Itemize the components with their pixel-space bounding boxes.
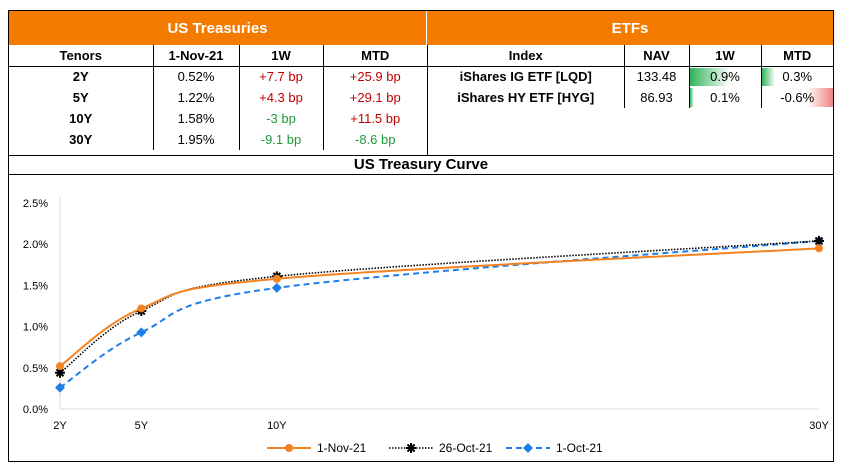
- table-row: 5Y 1.22% +4.3 bp +29.1 bp: [9, 87, 427, 108]
- etfs-header-row: Index NAV 1W MTD: [428, 45, 833, 67]
- y-tick-label: 1.0%: [23, 322, 48, 334]
- etf-nav-cell: 86.93: [624, 87, 690, 108]
- us-treasuries-header: US Treasuries: [9, 11, 427, 45]
- x-tick-label: 2Y: [53, 420, 67, 432]
- mtd-cell: +25.9 bp: [349, 69, 401, 85]
- col-etf-1w: 1W: [689, 45, 762, 67]
- table-row: iShares IG ETF [LQD] 133.48 0.9% 0.3%: [428, 66, 833, 87]
- tenor-cell: 5Y: [9, 87, 154, 108]
- y-tick-label: 0.5%: [23, 363, 48, 375]
- data-point: [815, 244, 823, 253]
- etf-1w-value: 0.1%: [710, 90, 740, 105]
- table-row: iShares HY ETF [HYG] 86.93 0.1% -0.6%: [428, 87, 833, 108]
- dashboard-panel: US Treasuries ETFs Tenors 1-Nov-21 1W MT…: [8, 10, 834, 462]
- series-line-26-oct-21: [59, 240, 820, 374]
- data-point: [56, 362, 64, 371]
- section-divider: [427, 45, 428, 155]
- col-date: 1-Nov-21: [153, 45, 240, 67]
- col-1w: 1W: [239, 45, 324, 67]
- legend-label: 1-Nov-21: [317, 441, 367, 455]
- y-tick-label: 2.0%: [23, 239, 48, 251]
- etf-1w-cell: 0.1%: [689, 87, 762, 108]
- legend-marker: [406, 443, 416, 453]
- data-point: [55, 382, 65, 393]
- x-tick-label: 5Y: [135, 420, 149, 432]
- tenor-cell: 30Y: [9, 129, 154, 150]
- col-etf-mtd: MTD: [761, 45, 833, 67]
- mtd-cell: +11.5 bp: [350, 111, 401, 126]
- etf-1w-bar: [689, 88, 694, 107]
- treasuries-table: Tenors 1-Nov-21 1W MTD 2Y 0.52% +7.7 bp …: [9, 45, 427, 150]
- x-tick-label: 10Y: [267, 420, 287, 432]
- etf-mtd-bar: [807, 88, 833, 107]
- y-tick-label: 0.0%: [23, 404, 48, 416]
- col-tenors: Tenors: [9, 45, 154, 67]
- data-point: [137, 304, 146, 313]
- w1-cell: +7.7 bp: [239, 66, 324, 87]
- col-nav: NAV: [624, 45, 690, 67]
- treasuries-header-row: Tenors 1-Nov-21 1W MTD: [9, 45, 427, 67]
- y-tick-label: 1.5%: [23, 280, 48, 292]
- legend-label: 1-Oct-21: [556, 441, 603, 455]
- etf-nav-cell: 133.48: [624, 66, 690, 87]
- mtd-cell: -8.6 bp: [355, 132, 396, 147]
- etf-mtd-value: -0.6%: [780, 90, 815, 105]
- treasury-curve-chart: 0.0% 0.5% 1.0% 1.5% 2.0% 2.5% 2Y 5Y 10Y 30Y 1-Nov-…: [23, 197, 829, 455]
- series-line-1-oct-21: [59, 239, 820, 389]
- mtd-cell: +29.1 bp: [349, 90, 401, 105]
- etf-name-cell: iShares HY ETF [HYG]: [428, 87, 625, 108]
- data-point: [55, 367, 65, 378]
- yield-cell: 1.95%: [153, 129, 240, 150]
- chart-title: US Treasury Curve: [9, 155, 833, 175]
- etf-mtd-value: 0.3%: [782, 69, 813, 85]
- table-row: 10Y 1.58% -3 bp +11.5 bp: [9, 108, 427, 129]
- legend-marker: [285, 444, 293, 452]
- etfs-table: Index NAV 1W MTD iShares IG ETF [LQD] 13…: [428, 45, 833, 108]
- col-mtd: MTD: [323, 45, 427, 67]
- w1-cell: -3 bp: [239, 108, 324, 129]
- etf-1w-value: 0.9%: [710, 69, 740, 85]
- tenor-cell: 10Y: [9, 108, 154, 129]
- etf-mtd-bar: [761, 67, 775, 86]
- tenor-cell: 2Y: [9, 66, 154, 87]
- data-point: [136, 327, 147, 338]
- series-line-1-nov-21: [59, 247, 820, 367]
- etfs-header: ETFs: [427, 11, 833, 45]
- legend-label: 26-Oct-21: [439, 441, 493, 455]
- data-point: [272, 274, 281, 283]
- table-row: 30Y 1.95% -9.1 bp -8.6 bp: [9, 129, 427, 150]
- col-index: Index: [428, 45, 625, 67]
- yield-cell: 0.52%: [153, 66, 240, 87]
- etf-1w-bar: [689, 67, 730, 86]
- etf-name-cell: iShares IG ETF [LQD]: [428, 66, 625, 87]
- legend-marker: [523, 443, 533, 453]
- w1-cell: -9.1 bp: [239, 129, 324, 150]
- data-point: [814, 235, 824, 246]
- x-tick-label: 30Y: [809, 420, 829, 432]
- etf-1w-cell: 0.9%: [689, 66, 762, 87]
- etf-mtd-cell: -0.6%: [761, 87, 833, 108]
- w1-cell: +4.3 bp: [239, 87, 324, 108]
- etf-mtd-cell: 0.3%: [761, 66, 833, 87]
- yield-cell: 1.22%: [153, 87, 240, 108]
- data-point: [271, 282, 282, 293]
- table-row: 2Y 0.52% +7.7 bp +25.9 bp: [9, 66, 427, 87]
- y-tick-label: 2.5%: [23, 198, 48, 210]
- yield-cell: 1.58%: [153, 108, 240, 129]
